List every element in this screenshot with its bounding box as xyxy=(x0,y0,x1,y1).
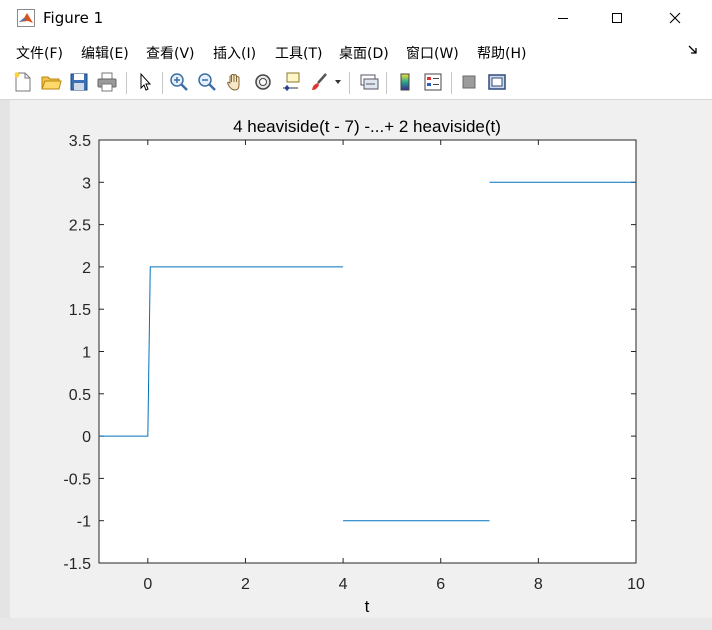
y-tick-label: -1 xyxy=(77,514,91,531)
window-bottom-edge xyxy=(0,618,712,630)
y-tick-label: 2 xyxy=(82,260,91,277)
minimize-icon xyxy=(558,18,568,19)
menu-bar: 文件(F) 编辑(E) 查看(V) 插入(I) 工具(T) 桌面(D) 窗口(W… xyxy=(0,36,712,66)
show-plot-tools-icon[interactable] xyxy=(486,71,508,93)
rotate-3d-icon[interactable] xyxy=(252,71,274,93)
y-tick-label: 3 xyxy=(82,175,91,192)
x-tick-label: 2 xyxy=(241,576,250,593)
open-icon[interactable] xyxy=(40,71,62,93)
colorbar-icon[interactable] xyxy=(394,71,416,93)
x-tick-label: 0 xyxy=(143,576,152,593)
title-bar[interactable]: Figure 1 xyxy=(0,0,712,36)
dock-arrow-icon[interactable] xyxy=(688,45,698,55)
x-tick-label: 4 xyxy=(339,576,348,593)
new-figure-icon[interactable] xyxy=(12,71,34,93)
plot-series xyxy=(99,181,636,522)
link-plot-icon[interactable] xyxy=(358,71,380,93)
x-tick-label: 8 xyxy=(534,576,543,593)
zoom-in-icon[interactable] xyxy=(168,71,190,93)
toolbar-separator xyxy=(126,72,127,94)
maximize-icon xyxy=(612,13,622,23)
menu-desktop[interactable]: 桌面(D) xyxy=(339,46,389,62)
menu-edit[interactable]: 编辑(E) xyxy=(81,46,129,62)
window-title: Figure 1 xyxy=(43,9,104,27)
toolbar-separator xyxy=(349,72,350,94)
toolbar-separator xyxy=(451,72,452,94)
minimize-button[interactable] xyxy=(540,0,586,36)
close-button[interactable] xyxy=(652,0,698,36)
data-cursor-icon[interactable] xyxy=(280,71,302,93)
y-tick-label: 2.5 xyxy=(69,218,91,235)
x-tick-label: 6 xyxy=(436,576,445,593)
menu-tools[interactable]: 工具(T) xyxy=(275,46,323,62)
y-tick-label: 0 xyxy=(82,429,91,446)
close-icon xyxy=(669,12,681,24)
y-tick-label: 1.5 xyxy=(69,302,91,319)
menu-window[interactable]: 窗口(W) xyxy=(406,46,459,62)
maximize-button[interactable] xyxy=(594,0,640,36)
menu-view[interactable]: 查看(V) xyxy=(146,46,195,62)
series-line-segment[interactable] xyxy=(99,266,344,437)
hide-plot-tools-icon[interactable] xyxy=(458,71,480,93)
save-icon[interactable] xyxy=(68,71,90,93)
x-tick-labels: 0 2 4 6 8 10 xyxy=(143,576,645,593)
legend-icon[interactable] xyxy=(422,71,444,93)
plot-title: 4 heaviside(t - 7) -...+ 2 heaviside(t) xyxy=(233,117,501,136)
zoom-out-icon[interactable] xyxy=(196,71,218,93)
y-tick-labels: -1.5 -1 -0.5 0 0.5 1 1.5 2 2.5 3 3.5 xyxy=(63,133,91,573)
y-tick-label: 0.5 xyxy=(69,387,91,404)
select-pointer-icon[interactable] xyxy=(134,71,156,93)
brush-icon[interactable] xyxy=(308,71,330,93)
axes-box[interactable] xyxy=(98,139,637,564)
y-tick-label: 1 xyxy=(82,345,91,362)
menu-file[interactable]: 文件(F) xyxy=(16,46,63,62)
menu-insert[interactable]: 插入(I) xyxy=(213,46,257,62)
matlab-logo-icon xyxy=(17,9,35,27)
toolbar-separator xyxy=(386,72,387,94)
x-axis-label: t xyxy=(365,597,370,616)
brush-dropdown-icon[interactable] xyxy=(334,78,342,86)
pan-hand-icon[interactable] xyxy=(224,71,246,93)
toolbar xyxy=(0,66,712,100)
toolbar-separator xyxy=(162,72,163,94)
tick-marks xyxy=(99,139,637,564)
y-tick-label: -1.5 xyxy=(63,556,91,573)
window-edge xyxy=(0,100,10,630)
menu-help[interactable]: 帮助(H) xyxy=(477,46,527,62)
x-tick-label: 10 xyxy=(627,576,645,593)
print-icon[interactable] xyxy=(96,71,118,93)
y-tick-label: 3.5 xyxy=(69,133,91,150)
y-tick-label: -0.5 xyxy=(63,471,91,488)
